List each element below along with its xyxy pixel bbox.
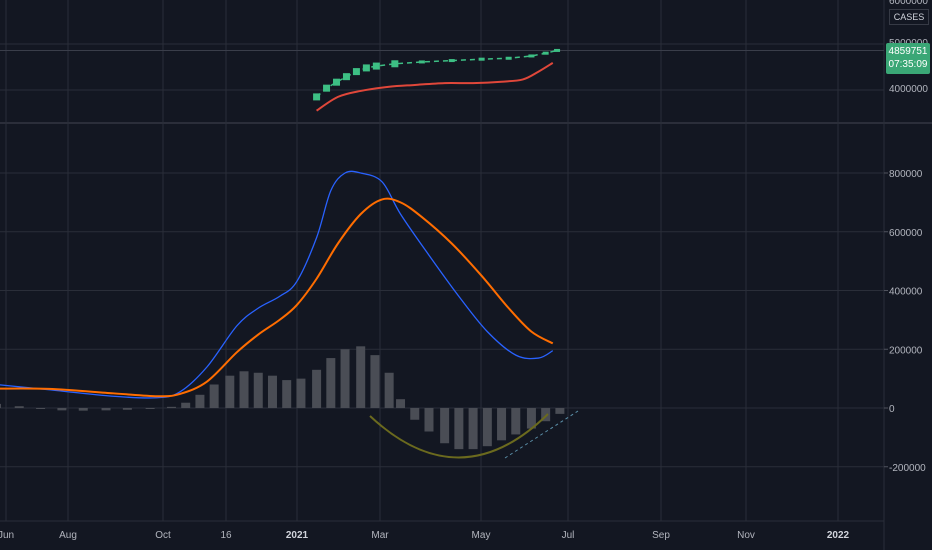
- histogram-bar: [57, 408, 67, 411]
- x-tick-label: Nov: [737, 530, 755, 541]
- histogram-bar: [267, 375, 277, 408]
- step-marker: [554, 48, 561, 52]
- x-tick-label: Jun: [0, 530, 14, 541]
- histogram-bar: [225, 375, 235, 408]
- histogram-bar: [312, 369, 322, 408]
- histogram-bar: [0, 403, 1, 408]
- histogram-bar: [166, 406, 176, 408]
- histogram-bar: [370, 355, 380, 408]
- y-tick-label: -200000: [889, 463, 926, 474]
- histogram-bar: [424, 408, 434, 432]
- histogram-bar: [239, 371, 249, 408]
- top-y-tick-label: 6000000: [889, 0, 928, 7]
- top-y-tick-label: 4000000: [889, 84, 928, 95]
- histogram-layer: [0, 346, 565, 450]
- histogram-bar: [282, 380, 292, 408]
- x-tick-label: Sep: [652, 530, 670, 541]
- y-tick-label: 400000: [889, 287, 923, 298]
- histogram-bar: [396, 399, 406, 408]
- x-tick-label: 16: [220, 530, 232, 541]
- histogram-bar: [410, 408, 420, 420]
- x-tick-label: 2022: [827, 530, 850, 541]
- y-tick-label: 200000: [889, 345, 923, 356]
- histogram-bar: [440, 408, 450, 444]
- top-panel-layer[interactable]: [313, 48, 561, 112]
- step-marker: [372, 62, 380, 70]
- histogram-bar: [181, 402, 191, 408]
- y-tick-label: 800000: [889, 169, 923, 180]
- step-marker: [391, 60, 399, 68]
- histogram-bar: [296, 378, 306, 408]
- histogram-bar: [555, 408, 565, 414]
- histogram-bar: [122, 408, 132, 410]
- x-tick-label: Aug: [59, 530, 77, 541]
- histogram-bar: [195, 394, 205, 408]
- histogram-bar: [497, 408, 507, 441]
- histogram-bar: [101, 408, 111, 411]
- histogram-bar: [468, 408, 478, 450]
- histogram-bar: [36, 408, 46, 409]
- histogram-bar: [526, 408, 536, 429]
- x-tick-label: Jul: [562, 530, 575, 541]
- last-value-badge: 4859751 07:35:09: [886, 43, 930, 74]
- x-tick-label: 2021: [286, 530, 309, 541]
- arc-drawing[interactable]: [369, 413, 549, 459]
- histogram-bar: [356, 346, 366, 408]
- step-dashed-line: [316, 49, 558, 98]
- slow-line[interactable]: [0, 197, 554, 398]
- step-marker: [528, 54, 535, 58]
- axis-layer: Jun Aug Oct 16 2021 Mar May Jul Sep Nov 2022 800000…: [0, 0, 928, 541]
- histogram-bar: [384, 372, 394, 408]
- last-value: 4859751: [888, 46, 928, 57]
- x-tick-label: Oct: [155, 530, 171, 541]
- histogram-bar: [511, 408, 521, 435]
- y-tick-label: 600000: [889, 228, 923, 239]
- step-marker: [448, 59, 455, 63]
- y-tick-label: 0: [889, 404, 895, 415]
- histogram-bar: [253, 372, 263, 408]
- step-marker: [418, 60, 425, 64]
- dashed-trendline[interactable]: [504, 410, 579, 459]
- symbol-label: CASES: [889, 9, 929, 25]
- histogram-bar: [14, 406, 24, 408]
- line-layer[interactable]: [0, 170, 579, 459]
- histogram-bar: [209, 384, 219, 408]
- countdown-timer: 07:35:09: [888, 59, 928, 70]
- step-marker: [333, 78, 341, 86]
- histogram-bar: [145, 408, 155, 409]
- histogram-bar: [78, 408, 88, 411]
- histogram-bar: [326, 358, 336, 408]
- x-tick-label: Mar: [371, 530, 389, 541]
- price-line[interactable]: [316, 62, 554, 112]
- x-tick-label: May: [472, 530, 491, 541]
- histogram-bar: [482, 408, 492, 447]
- histogram-bar: [454, 408, 464, 450]
- histogram-bar: [340, 349, 350, 408]
- histogram-bar: [541, 408, 551, 422]
